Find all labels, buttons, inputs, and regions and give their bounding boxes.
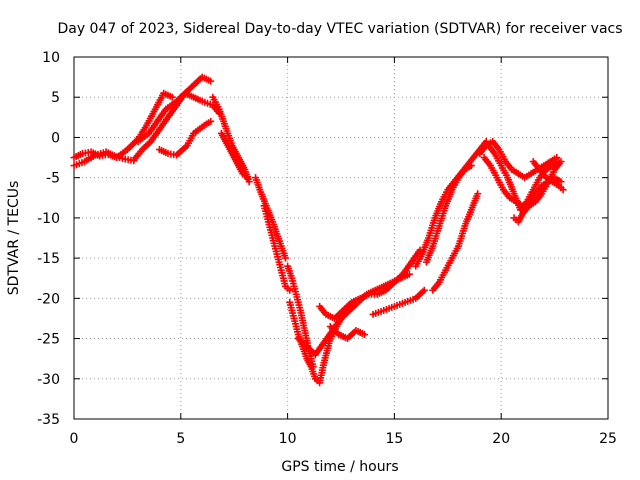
data-point [168, 93, 176, 101]
chart-title: Day 047 of 2023, Sidereal Day-to-day VTE… [57, 21, 622, 37]
series-track-j [284, 262, 317, 371]
y-axis-label: SDTVAR / TECUs [6, 181, 22, 296]
data-point [405, 270, 413, 278]
series-track-c [130, 73, 215, 164]
series-track-h [252, 174, 289, 262]
y-tick-label: -30 [37, 372, 60, 388]
y-tick-label: -20 [37, 291, 60, 307]
axis-ticks [73, 56, 609, 420]
data-point [281, 254, 289, 262]
x-tick-labels: 0 5 10 15 20 25 [70, 431, 617, 447]
series-track-m [316, 246, 424, 322]
data-point [474, 190, 482, 198]
data-point [559, 186, 567, 194]
series-track-q [422, 162, 475, 266]
x-tick-label: 0 [70, 431, 79, 447]
x-axis-label: GPS time / hours [281, 459, 398, 475]
data-point [286, 286, 294, 294]
data-point [207, 77, 215, 85]
y-tick-label: -10 [37, 211, 60, 227]
data-point [557, 178, 565, 186]
y-tick-label: 10 [42, 50, 60, 66]
series-track-f [209, 93, 253, 186]
y-tick-label: -35 [37, 412, 60, 428]
x-tick-label: 10 [279, 431, 297, 447]
data-point [360, 331, 368, 339]
series-track-b [70, 148, 138, 170]
y-tick-label: -25 [37, 332, 60, 348]
x-tick-label: 25 [599, 431, 617, 447]
data-points [70, 73, 567, 387]
series-track-v [510, 174, 565, 226]
y-tick-label: 5 [51, 90, 60, 106]
data-point [467, 162, 475, 170]
x-tick-label: 15 [385, 431, 403, 447]
series-track-w [529, 158, 567, 194]
series-track-n [326, 322, 368, 343]
data-point [420, 286, 428, 294]
y-tick-label: -5 [46, 171, 60, 187]
series-track-r [429, 190, 482, 294]
y-tick-labels: 10 5 0 -5 -10 -15 -20 -25 -30 -35 [37, 50, 60, 428]
x-tick-label: 5 [176, 431, 185, 447]
x-tick-label: 20 [492, 431, 510, 447]
plot-frame [73, 56, 609, 420]
series-track-i [260, 202, 294, 294]
series-track-e [155, 117, 215, 159]
data-point [245, 178, 253, 186]
series-track-o [369, 286, 428, 318]
data-point [243, 174, 251, 182]
data-point [555, 158, 563, 166]
y-tick-label: 0 [51, 130, 60, 146]
y-tick-label: -15 [37, 251, 60, 267]
series-track-g [217, 129, 251, 182]
series-track-p [412, 137, 490, 270]
data-point [207, 117, 215, 125]
